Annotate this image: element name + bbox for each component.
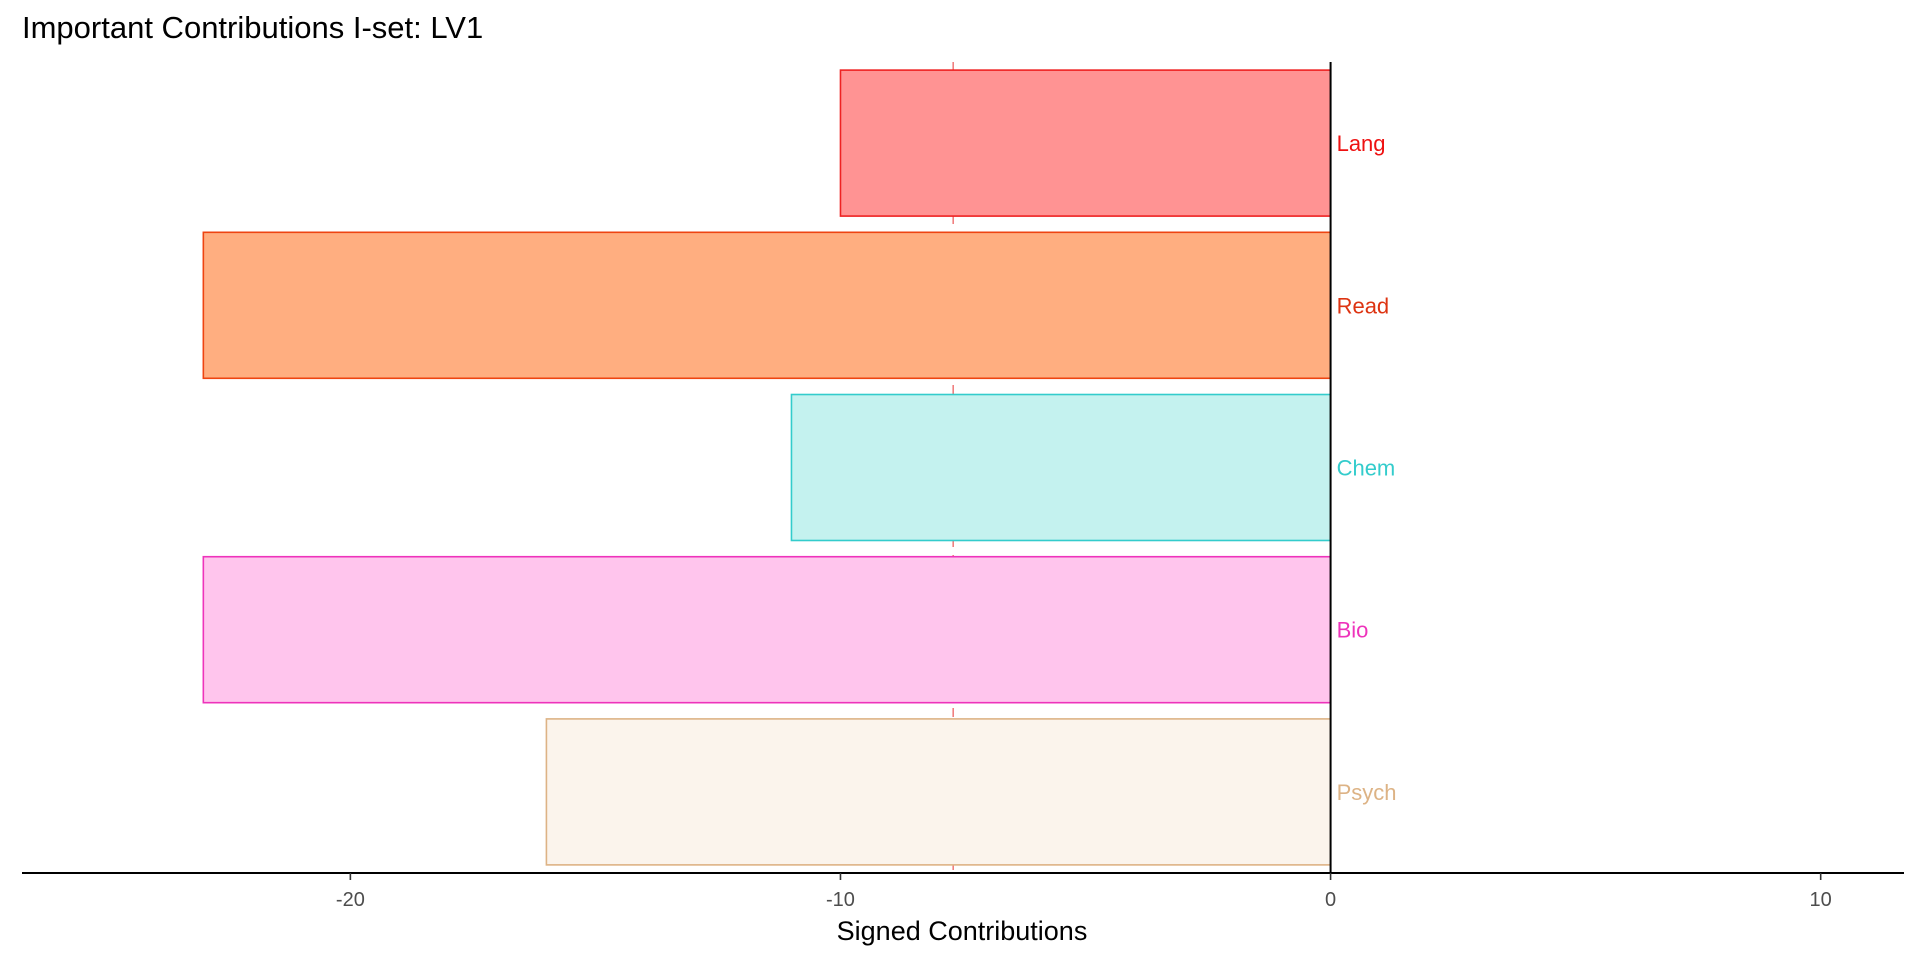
bars-layer: Lang Read Chem Bio Psych [202,69,1397,866]
bar-bio [202,555,1332,704]
bar-label-bio: Bio [1337,618,1369,643]
bar-read [202,231,1332,380]
bar-label-chem: Chem [1337,456,1396,481]
x-tick-label-10: 10 [1810,889,1832,911]
x-tick-label--20: -20 [336,889,365,911]
chart-title: Important Contributions I-set: LV1 [22,10,484,45]
bar-label-read: Read [1337,293,1390,318]
bar-chem [790,393,1332,542]
bar-psych [545,718,1332,866]
bar-label-psych: Psych [1337,780,1397,805]
axis-layer: -20 -10 0 10 [22,62,1904,911]
x-tick-label--10: -10 [826,889,855,911]
x-tick-label-0: 0 [1325,889,1336,911]
bar-label-lang: Lang [1337,131,1386,156]
bar-lang [839,69,1332,217]
x-axis-title: Signed Contributions [837,916,1088,946]
